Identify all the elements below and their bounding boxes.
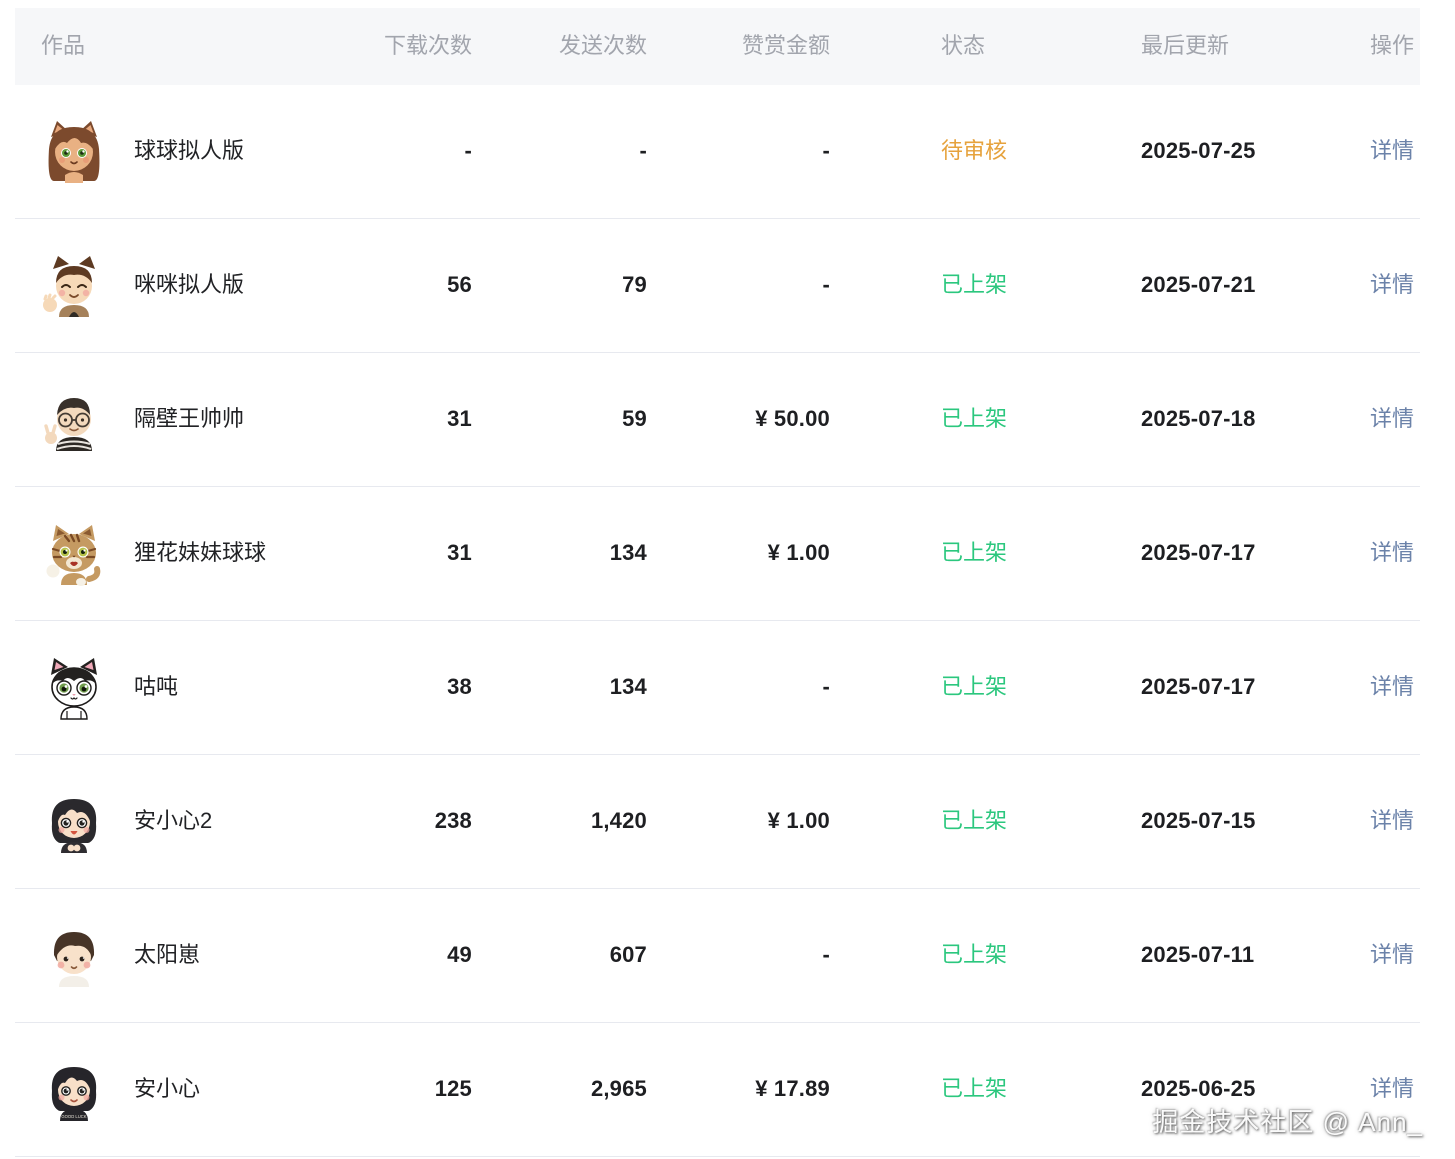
table-row: 咪咪拟人版 56 79 - 已上架 2025-07-21 详情 [15,219,1420,353]
work-cell: 狸花妹妹球球 [15,521,355,587]
action-cell: 详情 [1330,942,1420,968]
action-cell: 详情 [1330,138,1420,164]
tabby-cat-avatar [41,521,107,587]
sends-cell: 134 [609,674,647,700]
work-cell: 球球拟人版 [15,119,355,185]
reward-cell: - [822,942,830,968]
artwork-title: 咪咪拟人版 [134,272,245,298]
updated-cell: 2025-07-21 [1141,272,1256,298]
downloads-cell: 38 [447,674,472,700]
reward-cell: ¥ 1.00 [767,808,830,834]
column-header-downloads: 下载次数 [383,33,472,59]
column-header-reward: 赞赏金额 [741,33,830,59]
reward-cell: ¥ 1.00 [767,540,830,566]
svg-text:GOOD LUCK: GOOD LUCK [61,1114,86,1119]
updated-cell: 2025-06-25 [1141,1076,1256,1102]
work-cell: 太阳崽 [15,923,355,989]
downloads-cell: 125 [434,1076,472,1102]
sends-cell: 59 [622,406,647,432]
table-row: 安小心2 238 1,420 ¥ 1.00 已上架 2025-07-15 详情 [15,755,1420,889]
sends-cell: - [639,138,647,164]
updated-cell: 2025-07-11 [1141,942,1255,968]
work-cell: GOOD LUCK 安小心 [15,1057,355,1123]
table-row: GOOD LUCK 安小心 125 2,965 ¥ 17.89 已上架 2025… [15,1023,1420,1157]
detail-link[interactable]: 详情 [1370,1076,1415,1102]
status-badge: 已上架 [941,808,1008,834]
table-row: 咕吨 38 134 - 已上架 2025-07-17 详情 [15,621,1420,755]
downloads-cell: 49 [447,942,472,968]
reward-cell: - [822,138,830,164]
reward-cell: ¥ 17.89 [755,1076,830,1102]
reward-cell: - [822,272,830,298]
sends-cell: 607 [609,942,647,968]
work-cell: 安小心2 [15,789,355,855]
status-badge: 已上架 [941,1076,1008,1102]
action-cell: 详情 [1330,272,1420,298]
updated-cell: 2025-07-15 [1141,808,1256,834]
sends-cell: 2,965 [590,1076,647,1102]
table-row: 球球拟人版 - - - 待审核 2025-07-25 详情 [15,85,1420,219]
sends-cell: 79 [622,272,647,298]
artwork-title: 安小心2 [134,808,213,834]
downloads-cell: 31 [447,540,472,566]
reward-cell: - [822,674,830,700]
girl-cat-ears-avatar [41,119,107,185]
detail-link[interactable]: 详情 [1370,406,1415,432]
column-header-work: 作品 [41,33,86,59]
table-row: 隔壁王帅帅 31 59 ¥ 50.00 已上架 2025-07-18 详情 [15,353,1420,487]
detail-link[interactable]: 详情 [1370,272,1415,298]
detail-link[interactable]: 详情 [1370,138,1415,164]
column-header-sends: 发送次数 [558,33,647,59]
artwork-title: 太阳崽 [134,942,201,968]
action-cell: 详情 [1330,406,1420,432]
status-badge: 已上架 [941,272,1008,298]
downloads-cell: 238 [434,808,472,834]
boy-cat-ears-avatar [41,253,107,319]
status-badge: 待审核 [941,138,1008,164]
action-cell: 详情 [1330,674,1420,700]
sends-cell: 1,420 [590,808,647,834]
updated-cell: 2025-07-18 [1141,406,1256,432]
man-glasses-avatar [41,387,107,453]
table-row: 太阳崽 49 607 - 已上架 2025-07-11 详情 [15,889,1420,1023]
artwork-title: 狸花妹妹球球 [134,540,267,566]
status-badge: 已上架 [941,540,1008,566]
artwork-title: 球球拟人版 [134,138,245,164]
girl-bob-smile-avatar: GOOD LUCK [41,1057,107,1123]
column-header-updated: 最后更新 [1141,33,1230,59]
artworks-table: 作品 下载次数 发送次数 赞赏金额 状态 最后更新 操作 [15,8,1420,1157]
column-header-action: 操作 [1370,33,1415,59]
updated-cell: 2025-07-17 [1141,674,1256,700]
work-cell: 咪咪拟人版 [15,253,355,319]
detail-link[interactable]: 详情 [1370,942,1415,968]
tuxedo-cat-avatar [41,655,107,721]
sends-cell: 134 [609,540,647,566]
detail-link[interactable]: 详情 [1370,674,1415,700]
detail-link[interactable]: 详情 [1370,540,1415,566]
artwork-title: 咕吨 [134,674,179,700]
column-header-status: 状态 [941,33,986,59]
detail-link[interactable]: 详情 [1370,808,1415,834]
work-cell: 咕吨 [15,655,355,721]
action-cell: 详情 [1330,1076,1420,1102]
artwork-title: 隔壁王帅帅 [134,406,245,432]
work-cell: 隔壁王帅帅 [15,387,355,453]
updated-cell: 2025-07-17 [1141,540,1256,566]
girl-bob-open-mouth-avatar [41,789,107,855]
updated-cell: 2025-07-25 [1141,138,1256,164]
downloads-cell: 56 [447,272,472,298]
downloads-cell: 31 [447,406,472,432]
table-header: 作品 下载次数 发送次数 赞赏金额 状态 最后更新 操作 [15,8,1420,85]
downloads-cell: - [464,138,472,164]
artwork-title: 安小心 [134,1076,201,1102]
action-cell: 详情 [1330,808,1420,834]
action-cell: 详情 [1330,540,1420,566]
reward-cell: ¥ 50.00 [755,406,830,432]
status-badge: 已上架 [941,674,1008,700]
status-badge: 已上架 [941,942,1008,968]
table-row: 狸花妹妹球球 31 134 ¥ 1.00 已上架 2025-07-17 详情 [15,487,1420,621]
boy-brown-hair-avatar [41,923,107,989]
status-badge: 已上架 [941,406,1008,432]
